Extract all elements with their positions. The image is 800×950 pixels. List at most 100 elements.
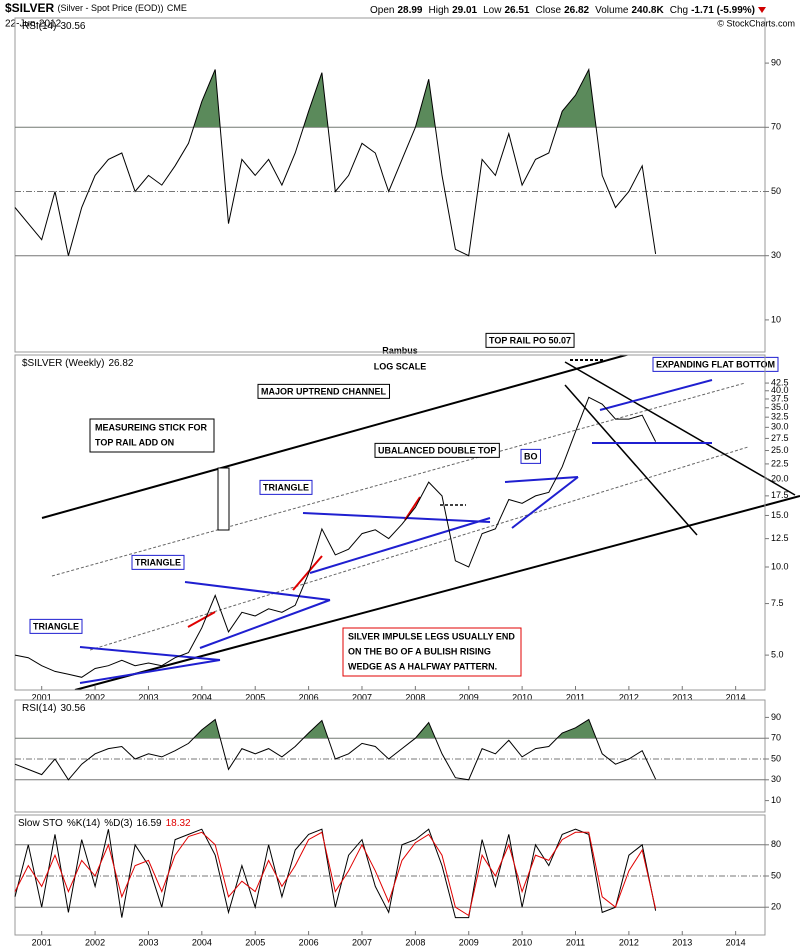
legend-value: 18.32 <box>166 818 191 829</box>
panel-frame <box>14 814 766 936</box>
x-tick-label: 2007 <box>352 937 372 947</box>
overbought-fill <box>15 69 656 128</box>
annotation: TOP RAIL ADD ON <box>95 437 174 447</box>
annotation-box <box>259 479 313 495</box>
exchange: CME <box>167 3 187 13</box>
annotation: UBALANCED DOUBLE TOP <box>378 445 496 455</box>
annotation: SILVER IMPULSE LEGS USUALLY END <box>348 631 515 641</box>
channel-top <box>41 355 630 519</box>
legend-value: 30.56 <box>60 21 85 32</box>
measuring-stick <box>217 467 230 531</box>
x-tick-label: 2012 <box>619 692 639 702</box>
header-symbol: $SILVER (Silver - Spot Price (EOD)) CME <box>5 1 187 15</box>
annotation: LOG SCALE <box>374 361 427 371</box>
x-tick-label: 2006 <box>299 692 319 702</box>
y-tick-label: 15.0 <box>771 510 789 520</box>
y-tick-label: 90 <box>771 712 781 722</box>
y-tick-label: 27.5 <box>771 433 789 443</box>
annotation: TOP RAIL PO 50.07 <box>489 335 571 345</box>
panel-frame <box>14 354 766 691</box>
annotation-box <box>257 383 391 399</box>
x-tick-label: 2009 <box>459 937 479 947</box>
legend: RSI(14) 30.56 <box>22 703 86 714</box>
annotation-box <box>520 448 541 464</box>
y-tick-label: 10 <box>771 795 781 805</box>
annotation: BO <box>524 451 538 461</box>
legend-value: 16.59 <box>137 818 162 829</box>
annotation-box <box>131 554 185 570</box>
triangle-line <box>79 646 221 661</box>
x-tick-label: 2002 <box>85 692 105 702</box>
x-tick-label: 2014 <box>726 692 746 702</box>
wedge-line <box>504 476 579 483</box>
legend-name: $SILVER (Weekly) <box>22 358 104 369</box>
x-tick-label: 2003 <box>138 692 158 702</box>
x-tick-label: 2004 <box>192 692 212 702</box>
y-tick-label: 35.0 <box>771 402 789 412</box>
triangle-line <box>184 581 331 601</box>
quote-label: Open <box>370 5 394 16</box>
falling-line <box>564 384 698 536</box>
annotations: Rambus LOG SCALE TOP RAIL PO 50.07 EXPANDIN… <box>29 332 779 671</box>
quote-label: Low <box>483 5 502 16</box>
x-tick-label: 2012 <box>619 937 639 947</box>
quote-value: 28.99 <box>397 5 422 16</box>
annotation: ON THE BO OF A BULISH RISING <box>348 646 491 656</box>
x-tick-label: 2003 <box>138 937 158 947</box>
legend: RSI(14) 30.56 <box>22 21 86 32</box>
triangle-line <box>199 599 331 649</box>
series-line <box>14 831 657 917</box>
y-tick-label: 12.5 <box>771 533 789 543</box>
annotation: TRIANGLE <box>33 621 79 631</box>
y-tick-label: 32.5 <box>771 412 789 422</box>
y-tick-label: 10 <box>771 314 781 324</box>
y-tick-label: 20.0 <box>771 473 789 483</box>
x-tick-label: 2005 <box>245 937 265 947</box>
y-tick-label: 70 <box>771 733 781 743</box>
red-leg <box>292 555 323 591</box>
quote-label: Chg <box>670 5 688 16</box>
y-tick-label: 80 <box>771 839 781 849</box>
x-tick-label: 2005 <box>245 692 265 702</box>
annotation-box <box>29 618 83 634</box>
symbol: $SILVER <box>5 1 54 15</box>
y-tick-label: 25.0 <box>771 445 789 455</box>
x-tick-label: 2011 <box>566 937 585 947</box>
x-tick-label: 2008 <box>405 692 425 702</box>
quote-label: Close <box>536 5 562 16</box>
panel-frame <box>14 699 766 813</box>
note-box <box>89 418 215 453</box>
wedge-line <box>511 476 579 529</box>
y-tick-label: 42.5 <box>771 377 789 387</box>
x-tick-label: 2006 <box>299 937 319 947</box>
x-tick-label: 2014 <box>726 937 746 947</box>
series-line <box>14 718 657 781</box>
annotation: TRIANGLE <box>135 557 181 567</box>
y-tick-label: 37.5 <box>771 393 789 403</box>
legend-name: RSI(14) <box>22 703 56 714</box>
red-leg <box>404 496 421 521</box>
y-tick-label: 10.0 <box>771 561 789 571</box>
y-tick-label: 90 <box>771 57 781 67</box>
legend-name: RSI(14) <box>22 21 56 32</box>
annotation-box <box>485 332 575 348</box>
x-tick-label: 2011 <box>566 692 585 702</box>
falling-line <box>564 361 796 496</box>
red-legs <box>187 496 421 628</box>
annotation: WEDGE AS A HALFWAY PATTERN. <box>348 661 497 671</box>
legend-value: 26.82 <box>108 358 133 369</box>
y-tick-label: 20 <box>771 902 781 912</box>
legend-name: %D(3) <box>104 818 132 829</box>
series-line <box>14 67 657 257</box>
panel-frame <box>14 17 766 353</box>
quote-value: 26.82 <box>564 5 589 16</box>
y-tick-label: 7.5 <box>771 598 784 608</box>
legend: Slow STO %K(14) %D(3) 16.59 18.32 <box>18 818 191 829</box>
x-tick-label: 2001 <box>32 692 52 702</box>
y-tick-label: 30.0 <box>771 422 789 432</box>
annotation: MEASUREING STICK FOR <box>95 422 208 432</box>
x-tick-label: 2007 <box>352 692 372 702</box>
x-tick-label: 2008 <box>405 937 425 947</box>
